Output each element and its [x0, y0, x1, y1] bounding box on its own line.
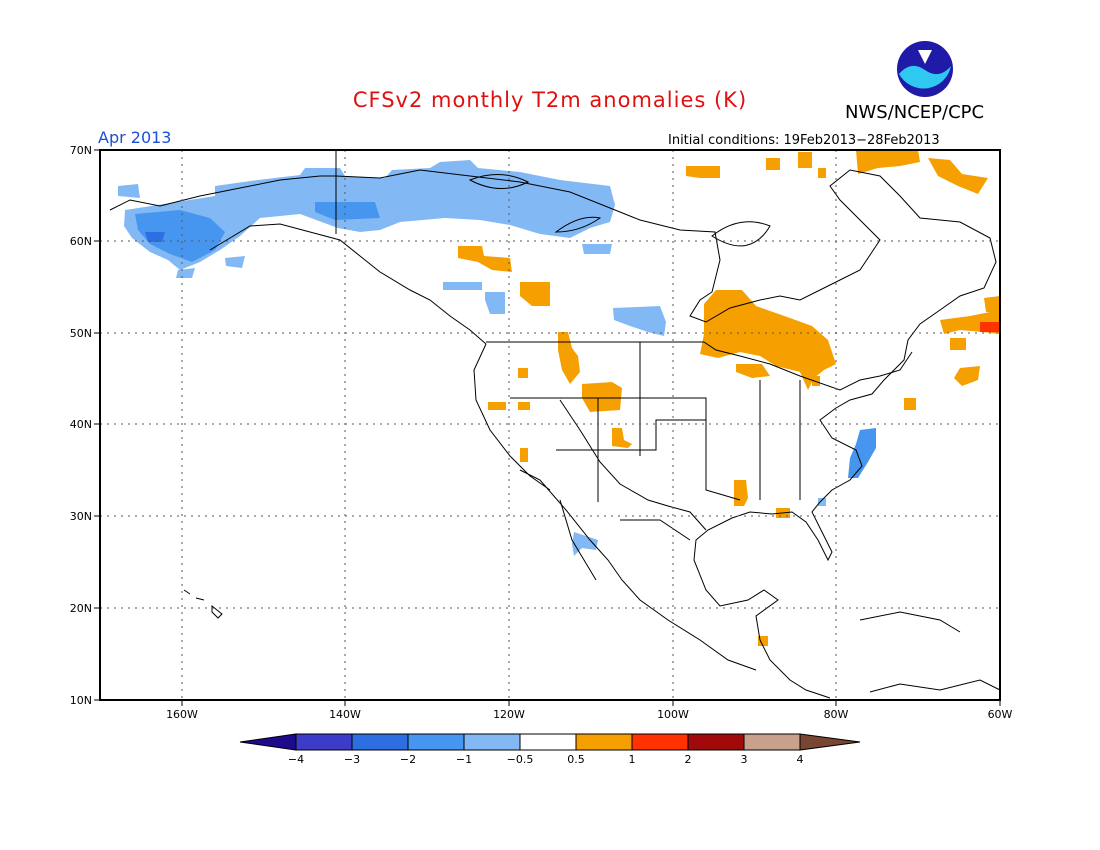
initial-conditions-label: Initial conditions: 19Feb2013−28Feb2013 — [668, 133, 940, 148]
map-frame — [99, 149, 1001, 701]
colorbar-tick-label: −0.5 — [507, 753, 534, 766]
colorbar-segment — [687, 733, 745, 751]
colorbar-tick-label: 4 — [797, 753, 804, 766]
coastlines — [109, 150, 1001, 699]
graticule — [100, 150, 1000, 700]
colorbar-tick-label: 1 — [629, 753, 636, 766]
lon-label: 80W — [824, 708, 849, 721]
lon-label: 140W — [329, 708, 361, 721]
axis-ticks — [94, 149, 1001, 706]
lat-label: 20N — [70, 602, 92, 615]
lat-label: 60N — [70, 235, 92, 248]
colorbar-tick-label: −1 — [456, 753, 472, 766]
colorbar-tick-label: −3 — [344, 753, 360, 766]
colorbar-segment — [799, 733, 861, 751]
lat-label: 50N — [70, 327, 92, 340]
lat-label: 70N — [70, 144, 92, 157]
colorbar-segment — [575, 733, 633, 751]
chart-title: CFSv2 monthly T2m anomalies (K) — [352, 88, 748, 112]
colorbar-segment — [519, 733, 577, 751]
colorbar-segment — [743, 733, 801, 751]
lat-label: 40N — [70, 418, 92, 431]
lon-label: 60W — [988, 708, 1013, 721]
colorbar-segment — [631, 733, 689, 751]
colorbar-tick-label: 2 — [685, 753, 692, 766]
colorbar-tick-label: 3 — [741, 753, 748, 766]
noaa-logo — [896, 40, 954, 98]
colorbar-segment — [463, 733, 521, 751]
colorbar-segment — [407, 733, 465, 751]
colorbar-tick-label: 0.5 — [567, 753, 585, 766]
organization-label: NWS/NCEP/CPC — [845, 102, 985, 123]
colorbar-tick-label: −4 — [288, 753, 304, 766]
lon-label: 120W — [493, 708, 525, 721]
lat-label: 10N — [70, 694, 92, 707]
colorbar-tick-label: −2 — [400, 753, 416, 766]
colorbar-segment — [239, 733, 297, 751]
colorbar-segment — [351, 733, 409, 751]
lon-label: 100W — [657, 708, 689, 721]
valid-month-label: Apr 2013 — [98, 128, 172, 147]
colorbar-segment — [295, 733, 353, 751]
lon-label: 160W — [166, 708, 198, 721]
lat-label: 30N — [70, 510, 92, 523]
colorbar — [239, 733, 861, 751]
